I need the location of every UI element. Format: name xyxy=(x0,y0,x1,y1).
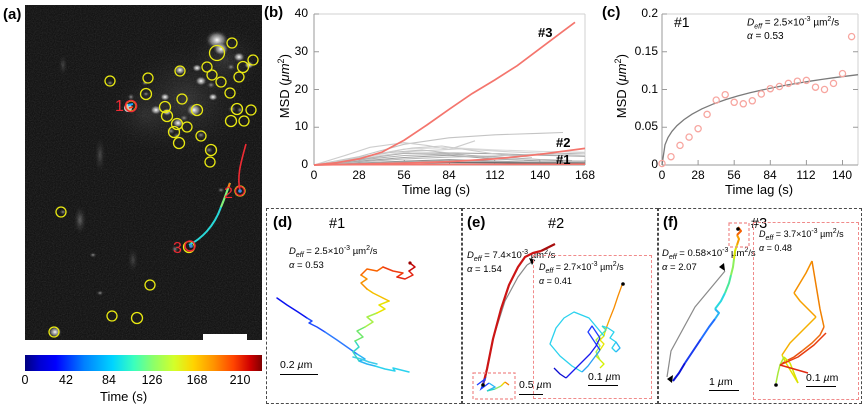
panel-f-deff: Deff = 0.58×10-3 µm2/s xyxy=(662,247,756,262)
panel-b-xtick-112: 112 xyxy=(485,168,505,182)
panel-e-inset-deff: Deff = 2.7×10-3 µm2/s xyxy=(539,261,624,275)
panel-c-xtick-56: 56 xyxy=(727,168,741,182)
panel-c-deff: Deff = 2.5×10-3 µm2/s xyxy=(747,16,840,31)
panel-f-inset: Deff = 3.7×10-3 µm2/s α = 0.48 xyxy=(753,222,859,400)
panel-c-ytick-0.15: 0.15 xyxy=(634,44,658,58)
panel-c-ytick-0.1: 0.1 xyxy=(641,82,658,96)
panel-f-alpha: α = 2.07 xyxy=(662,262,697,273)
panel-f-scalebar-label: 1 µm xyxy=(709,376,733,388)
series-1-curve xyxy=(313,163,586,166)
panel-f: (f) #3 Deff = 0.58×10-3 µm2/s α = 2.07 xyxy=(658,208,862,404)
panel-c-ytick-0.2: 0.2 xyxy=(641,6,658,20)
panel-c-xlabel: Time lag (s) xyxy=(725,182,794,197)
panel-e-scalebar-line xyxy=(519,394,543,395)
panel-b-ylabel-unit: μm xyxy=(277,63,293,82)
panel-d: (d) #1 Deff = 2.5×10-3 µm2/s α = 0.53 xyxy=(266,208,462,404)
colorbar-tick-42: 42 xyxy=(59,373,73,387)
panel-b-xtick-56: 56 xyxy=(397,168,411,182)
panel-e-inset-alpha: α = 0.41 xyxy=(539,276,572,286)
panel-b-letter: (b) xyxy=(264,4,284,21)
panel-b-ytick-0: 0 xyxy=(301,157,308,171)
panel-e-inset-scalebar-line xyxy=(588,385,618,386)
panel-b-xtick-0: 0 xyxy=(310,168,318,182)
panel-e-inset-scalebar-label: 0.1 µm xyxy=(588,371,621,383)
panel-d-track-id: #1 xyxy=(329,216,346,232)
panel-b: (b) xyxy=(262,0,602,197)
panel-b-xtick-28: 28 xyxy=(352,168,366,182)
panel-b-ylabel-exp: 2 xyxy=(275,58,286,64)
panel-f-inset-scalebar-line xyxy=(806,386,836,387)
panel-c-xtick-0: 0 xyxy=(658,168,666,182)
series-3-curve xyxy=(313,21,576,166)
panel-b-annot-1: #1 xyxy=(556,152,570,167)
panel-d-deff: Deff = 2.5×10-3 µm2/s xyxy=(289,245,378,260)
panel-c-data-points xyxy=(658,32,856,168)
panel-c-ylabel: MSD (μm2) xyxy=(612,54,630,119)
panel-c-alpha: α = 0.53 xyxy=(747,31,784,42)
panel-a-colorbar xyxy=(25,355,262,371)
panel-c-xtick-84: 84 xyxy=(763,168,777,182)
panel-c-plot xyxy=(658,13,859,168)
panel-f-inset-trajectory xyxy=(774,260,827,387)
panel-f-inset-scalebar-label: 0.1 µm xyxy=(806,372,839,384)
panel-e-inset: Deff = 2.7×10-3 µm2/s α = 0.41 xyxy=(533,255,652,399)
panel-d-alpha: α = 0.53 xyxy=(289,260,324,271)
panel-e: (e) #2 Deff = 7.4×10-3 µm2/s α = 1.54 xyxy=(462,208,658,404)
panel-b-xtick-140: 140 xyxy=(529,168,551,182)
panel-c-xtick-28: 28 xyxy=(691,168,705,182)
panel-c-xtick-140: 140 xyxy=(831,168,853,182)
panel-c-ylabel-unit: μm xyxy=(614,63,630,82)
panel-d-letter: (d) xyxy=(273,214,293,231)
panel-e-scalebar-label: 0.5 µm xyxy=(519,379,552,391)
panel-a-scalebar xyxy=(203,334,247,340)
panel-f-trajectory xyxy=(666,222,750,383)
panel-d-trajectory xyxy=(276,261,416,373)
panel-f-letter: (f) xyxy=(663,214,678,231)
panel-f-scalebar-line xyxy=(709,390,739,391)
panel-c-track-id: #1 xyxy=(674,14,690,30)
colorbar-tick-84: 84 xyxy=(102,373,116,387)
panel-e-alpha: α = 1.54 xyxy=(467,264,502,275)
panel-c-ytick-0: 0 xyxy=(651,157,658,171)
panel-b-ylabel-text: MSD xyxy=(277,89,293,119)
colorbar-tick-126: 126 xyxy=(141,373,163,387)
panel-b-annot-2: #2 xyxy=(556,135,570,150)
panel-a: (a) xyxy=(0,0,262,408)
panel-b-xtick-168: 168 xyxy=(574,168,596,182)
panel-e-track-id: #2 xyxy=(548,216,565,232)
panel-c: (c) xyxy=(602,0,865,197)
panel-c-ylabel-exp: 2 xyxy=(612,58,623,64)
colorbar-tick-0: 0 xyxy=(21,373,29,387)
panel-f-inset-alpha: α = 0.48 xyxy=(759,243,792,253)
panel-b-ytick-10: 10 xyxy=(294,119,308,133)
colorbar-tick-210: 210 xyxy=(229,373,251,387)
panel-b-xlabel: Time lag (s) xyxy=(402,182,471,197)
panel-b-xtick-84: 84 xyxy=(442,168,456,182)
panel-b-plot: #3 #2 #1 xyxy=(313,13,586,167)
panel-e-inset-trajectory xyxy=(549,282,625,379)
panel-b-ytick-30: 30 xyxy=(294,44,308,58)
panel-c-ytick-0.05: 0.05 xyxy=(634,119,658,133)
panel-b-ylabel: MSD (μm2) xyxy=(275,54,293,119)
panel-b-annot-3: #3 xyxy=(538,25,552,40)
panel-b-ytick-20: 20 xyxy=(294,82,308,96)
panel-c-ylabel-text: MSD xyxy=(614,89,630,119)
panel-d-scalebar-line xyxy=(280,374,318,375)
colorbar-title: Time (s) xyxy=(100,389,148,404)
panel-c-xtick-112: 112 xyxy=(796,168,816,182)
panel-e-letter: (e) xyxy=(467,214,486,231)
panel-f-inset-deff: Deff = 3.7×10-3 µm2/s xyxy=(759,228,844,242)
panel-c-fit-curve xyxy=(661,74,859,166)
panel-b-ytick-40: 40 xyxy=(294,6,308,20)
panel-d-scalebar-label: 0.2 µm xyxy=(280,359,313,371)
panel-a-micrograph: 1 2 3 xyxy=(25,5,262,340)
panel-f-track-id: #3 xyxy=(751,216,768,232)
panel-c-letter: (c) xyxy=(602,4,621,21)
panel-a-letter: (a) xyxy=(3,6,22,23)
colorbar-tick-168: 168 xyxy=(186,373,208,387)
